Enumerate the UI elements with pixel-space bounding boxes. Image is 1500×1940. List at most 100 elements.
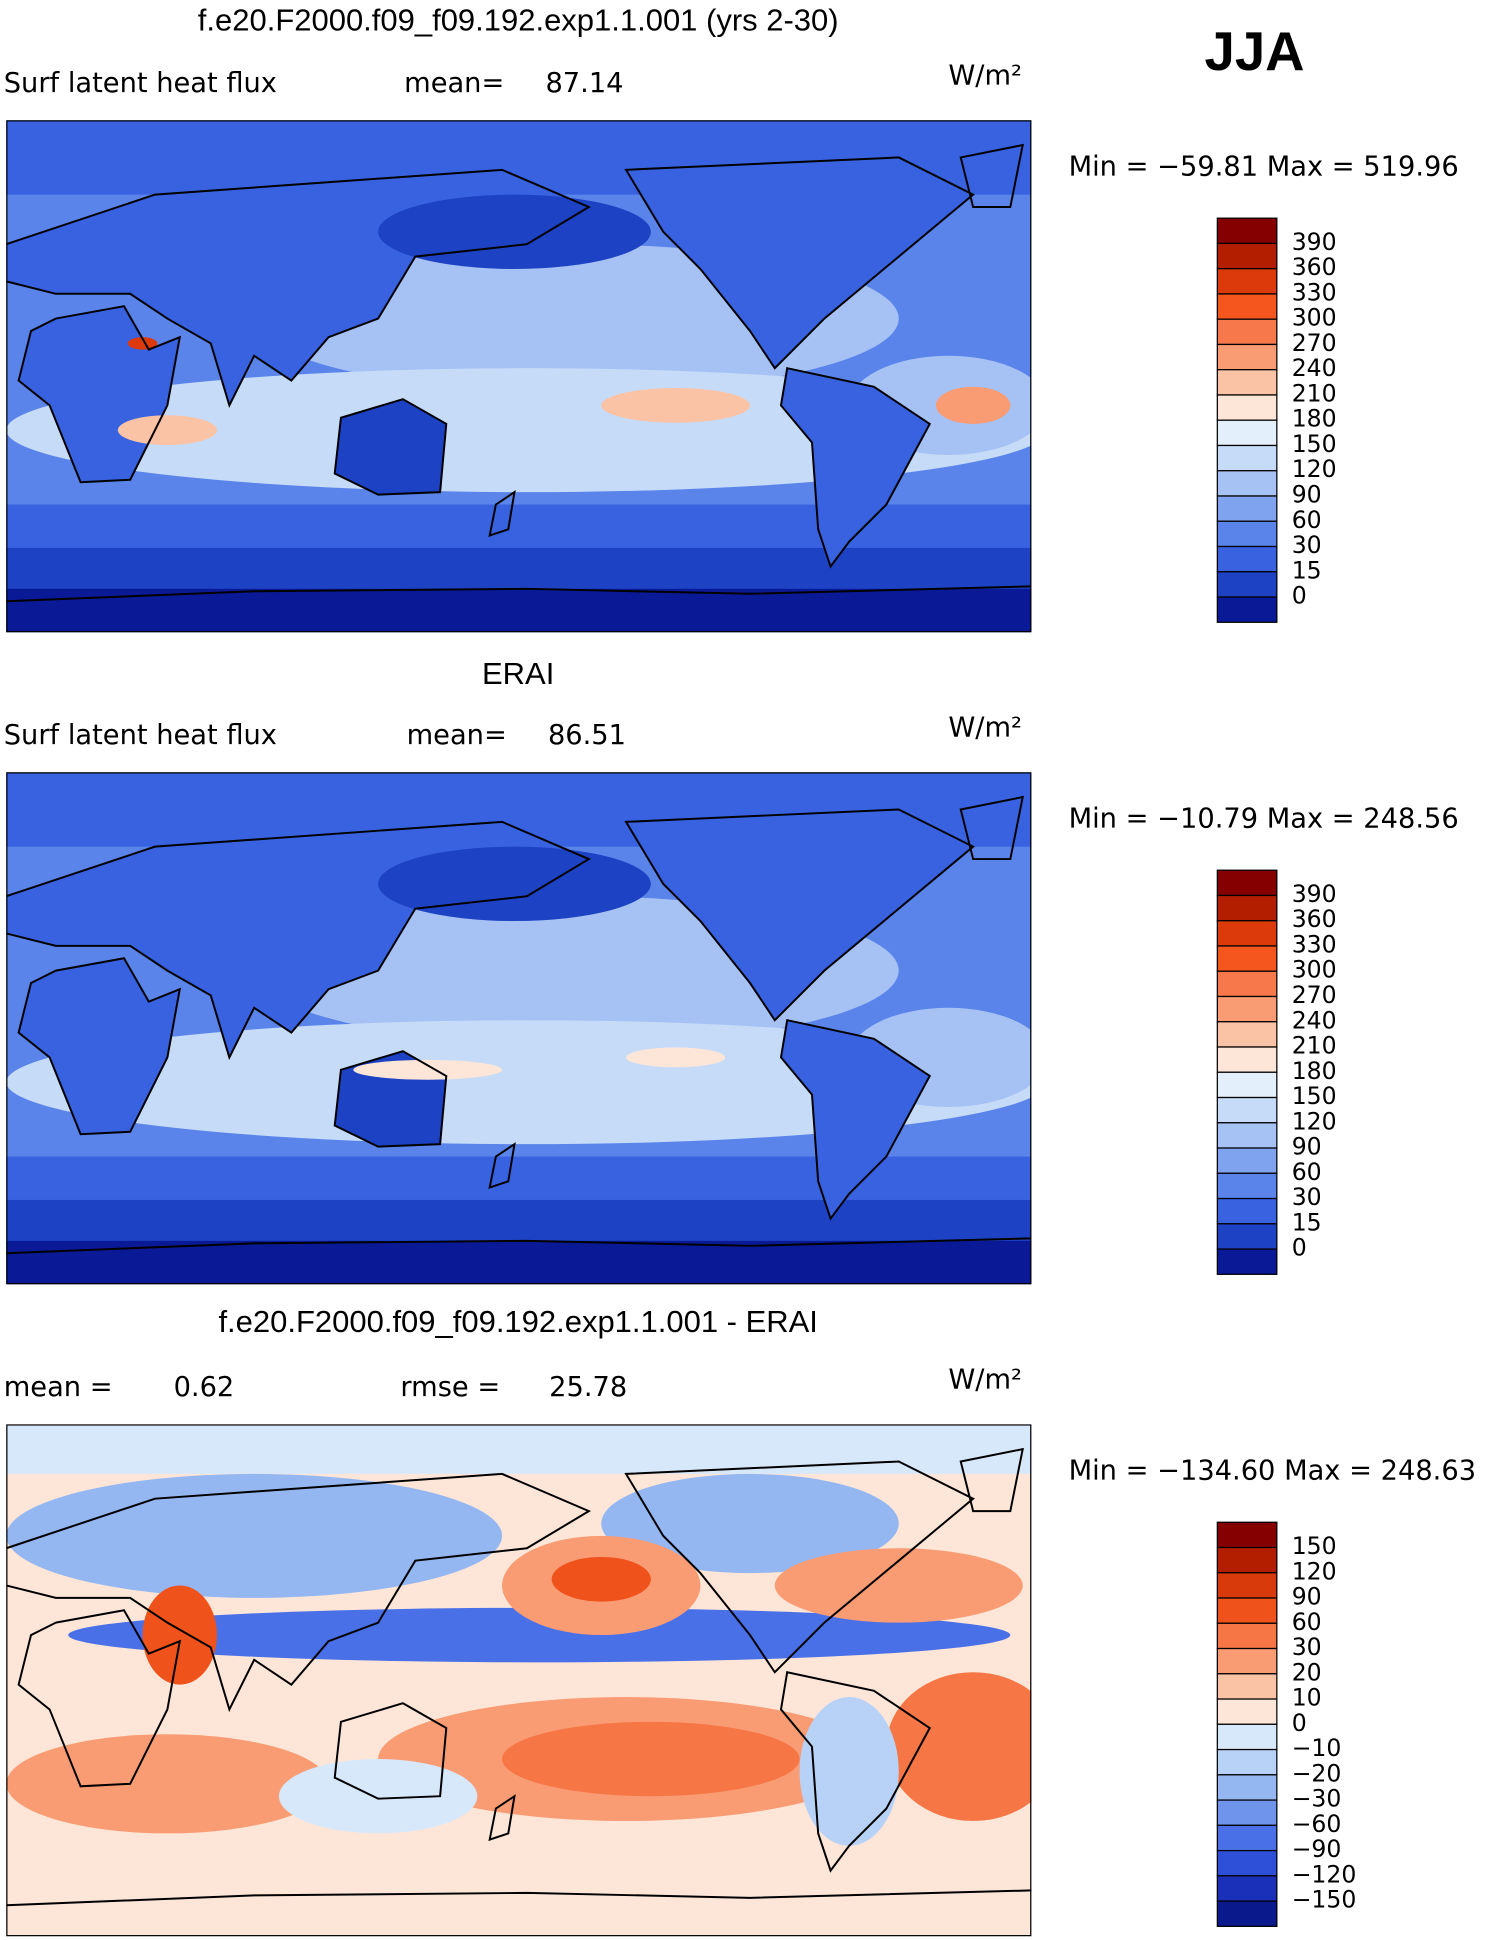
colorbar-label: 20 [1292, 1658, 1322, 1686]
colorbar-box [1216, 995, 1278, 1023]
colorbar-label: 30 [1292, 531, 1322, 559]
colorbar-label: −150 [1292, 1886, 1357, 1914]
mean-label: mean= [404, 68, 504, 99]
colorbar-label: 360 [1292, 905, 1337, 933]
panel-title: ERAI [482, 656, 554, 691]
colorbar-box [1216, 293, 1278, 320]
map [6, 772, 1032, 1285]
field-label: Surf latent heat flux [4, 68, 277, 99]
colorbar-label: 390 [1292, 880, 1337, 908]
colorbar-label: 15 [1292, 1208, 1322, 1236]
colorbar-label: 240 [1292, 1006, 1337, 1034]
colorbar-box [1216, 1197, 1278, 1225]
colorbar-box [1216, 1774, 1278, 1801]
colorbar-label: 330 [1292, 278, 1337, 306]
colorbar-box [1216, 1521, 1278, 1549]
colorbar-label: 330 [1292, 930, 1337, 958]
panel-title: f.e20.F2000.f09_f09.192.exp1.1.001 - ERA… [218, 1304, 817, 1339]
mean-value: 0.62 [174, 1372, 235, 1403]
colorbar-label: 120 [1292, 1557, 1337, 1585]
colorbar-label: 180 [1292, 405, 1337, 433]
min-label: Min = [1069, 151, 1149, 182]
colorbar-box [1216, 970, 1278, 998]
colorbar-box [1216, 1147, 1278, 1174]
colorbar-label: 0 [1292, 1234, 1307, 1262]
colorbar-label: 30 [1292, 1633, 1322, 1661]
colorbar-label: −60 [1292, 1810, 1342, 1838]
colorbar-label: 0 [1292, 1709, 1307, 1737]
colorbar-box [1216, 1622, 1278, 1650]
mean-label: mean = [4, 1372, 113, 1403]
colorbar-box [1216, 1172, 1278, 1200]
colorbar-label: −90 [1292, 1835, 1342, 1863]
colorbar-label: 90 [1292, 481, 1322, 509]
colorbar-label: 270 [1292, 329, 1337, 357]
colorbar-box [1216, 945, 1278, 972]
season-label: JJA [1205, 21, 1305, 82]
colorbar-box [1216, 495, 1278, 522]
mean-label: mean= [407, 720, 507, 751]
max-value: 248.63 [1381, 1455, 1476, 1486]
min-max: Min = −10.79 Max = 248.56 [1069, 803, 1459, 834]
colorbar-box [1216, 1122, 1278, 1149]
rmse-value: 25.78 [549, 1372, 627, 1403]
min-label: Min = [1069, 1455, 1149, 1486]
colorbar-box [1216, 1824, 1278, 1852]
min-value: −10.79 [1157, 803, 1258, 834]
colorbar-box [1216, 1248, 1278, 1275]
colorbar-label: −10 [1292, 1734, 1342, 1762]
panel-title: f.e20.F2000.f09_f09.192.exp1.1.001 (yrs … [198, 3, 839, 38]
colorbar-label: 0 [1292, 582, 1307, 610]
colorbar-box [1216, 470, 1278, 497]
colorbar-label: 60 [1292, 1608, 1322, 1636]
colorbar-box [1216, 217, 1278, 245]
colorbar-label: 90 [1292, 1583, 1322, 1611]
colorbar-label: 30 [1292, 1183, 1322, 1211]
colorbar-label: 60 [1292, 506, 1322, 534]
colorbar-box [1216, 1046, 1278, 1073]
colorbar-box [1216, 894, 1278, 922]
units: W/m² [948, 712, 1022, 743]
max-value: 519.96 [1363, 151, 1458, 182]
colorbar-box [1216, 1748, 1278, 1776]
colorbar-label: 210 [1292, 379, 1337, 407]
colorbar-label: 240 [1292, 354, 1337, 382]
units: W/m² [948, 60, 1022, 91]
rmse-label: rmse = [400, 1372, 500, 1403]
colorbar-box [1216, 1597, 1278, 1624]
colorbar-label: 360 [1292, 253, 1337, 281]
mean-value: 87.14 [545, 68, 623, 99]
max-label: Max = [1267, 803, 1355, 834]
colorbar-label: 210 [1292, 1032, 1337, 1060]
max-label: Max = [1284, 1455, 1372, 1486]
colorbar-box [1216, 1546, 1278, 1574]
colorbar-label: 270 [1292, 981, 1337, 1009]
colorbar-label: 150 [1292, 1532, 1337, 1560]
colorbar-box [1216, 920, 1278, 947]
colorbar-label: 300 [1292, 304, 1337, 332]
colorbar-box [1216, 1673, 1278, 1700]
field-label: Surf latent heat flux [4, 720, 277, 751]
colorbar-label: 90 [1292, 1133, 1322, 1161]
colorbar-box [1216, 1647, 1278, 1675]
colorbar-box [1216, 394, 1278, 421]
min-value: −134.60 [1157, 1455, 1275, 1486]
map [6, 120, 1032, 633]
max-value: 248.56 [1363, 803, 1458, 834]
mean-value: 86.51 [548, 720, 626, 751]
colorbar-label: 60 [1292, 1158, 1322, 1186]
colorbar-label: 15 [1292, 556, 1322, 584]
colorbar-box [1216, 1799, 1278, 1826]
colorbar-box [1216, 596, 1278, 623]
map [6, 1424, 1032, 1937]
colorbar-box [1216, 1096, 1278, 1124]
colorbar-box [1216, 242, 1278, 270]
min-label: Min = [1069, 803, 1149, 834]
colorbar-box [1216, 1698, 1278, 1725]
colorbar-box [1216, 1223, 1278, 1250]
colorbar-label: 180 [1292, 1057, 1337, 1085]
colorbar-box [1216, 1723, 1278, 1751]
colorbar-label: 300 [1292, 956, 1337, 984]
